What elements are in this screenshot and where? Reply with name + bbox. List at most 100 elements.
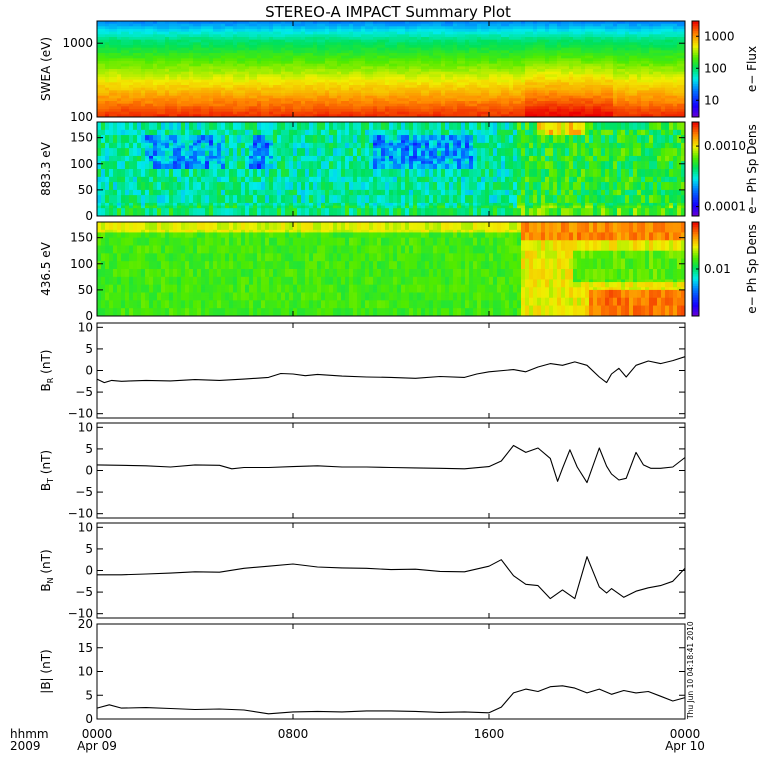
heatmap-cell	[505, 47, 510, 51]
heatmap-cell	[529, 58, 534, 62]
heatmap-cell	[353, 50, 358, 54]
heatmap-cell	[425, 93, 430, 97]
heatmap-cell	[629, 82, 634, 86]
heatmap-cell	[141, 53, 146, 57]
heatmap-cell	[357, 93, 362, 97]
heatmap-cell	[369, 66, 374, 70]
heatmap-cell	[377, 63, 382, 67]
heatmap-cell	[309, 42, 314, 46]
heatmap-cell	[369, 82, 374, 86]
heatmap-cell	[257, 58, 262, 62]
heatmap-cell	[229, 69, 234, 73]
heatmap-cell	[593, 37, 598, 41]
heatmap-cell	[401, 26, 406, 30]
heatmap-cell	[477, 93, 482, 97]
heatmap-cell	[281, 23, 286, 27]
heatmap-cell	[473, 82, 478, 86]
heatmap-cell	[637, 82, 642, 86]
heatmap-cell	[629, 31, 634, 35]
heatmap-cell	[565, 69, 570, 73]
heatmap-cell	[561, 42, 566, 46]
heatmap-cell	[637, 69, 642, 73]
heatmap-cell	[601, 26, 606, 30]
heatmap-cell	[121, 77, 126, 81]
heatmap-cell	[385, 93, 390, 97]
heatmap-cell	[269, 103, 274, 107]
heatmap-cell	[289, 114, 294, 118]
heatmap-cell	[341, 87, 346, 91]
heatmap-cell	[341, 95, 346, 99]
heatmap-cell	[169, 74, 174, 78]
heatmap-cell	[161, 90, 166, 94]
heatmap-cell	[645, 29, 650, 33]
heatmap-cell	[581, 111, 586, 115]
heatmap-cell	[477, 34, 482, 38]
heatmap-cell	[325, 45, 330, 49]
heatmap-cell	[629, 50, 634, 54]
heatmap-cell	[197, 42, 202, 46]
heatmap-cell	[597, 85, 602, 89]
heatmap-cell	[101, 90, 106, 94]
heatmap-cell	[549, 58, 554, 62]
heatmap-cell	[377, 69, 382, 73]
heatmap-cell	[481, 26, 486, 30]
heatmap-cell	[149, 79, 154, 83]
heatmap-cell	[409, 79, 414, 83]
heatmap-cell	[509, 87, 514, 91]
heatmap-cell	[109, 50, 114, 54]
heatmap-cell	[641, 39, 646, 43]
heatmap-cell	[405, 50, 410, 54]
heatmap-cell	[481, 58, 486, 62]
heatmap-cell	[281, 101, 286, 105]
heatmap-cell	[189, 63, 194, 67]
heatmap-cell	[125, 45, 130, 49]
heatmap-cell	[333, 82, 338, 86]
heatmap-cell	[469, 53, 474, 57]
heatmap-cell	[393, 90, 398, 94]
heatmap-cell	[149, 37, 154, 41]
heatmap-cell	[177, 42, 182, 46]
heatmap-cell	[257, 98, 262, 102]
heatmap-cell	[573, 61, 578, 65]
heatmap-cell	[313, 39, 318, 43]
heatmap-cell	[109, 47, 114, 51]
heatmap-cell	[289, 77, 294, 81]
heatmap-cell	[361, 61, 366, 65]
heatmap-cell	[529, 101, 534, 105]
heatmap-cell	[357, 103, 362, 107]
heatmap-cell	[257, 101, 262, 105]
heatmap-cell	[329, 37, 334, 41]
heatmap-cell	[257, 31, 262, 35]
heatmap-cell	[237, 87, 242, 91]
heatmap-cell	[365, 93, 370, 97]
heatmap-cell	[225, 66, 230, 70]
heatmap-cell	[205, 47, 210, 51]
heatmap-cell	[221, 71, 226, 75]
heatmap-cell	[437, 85, 442, 89]
heatmap-cell	[161, 63, 166, 67]
heatmap-cell	[161, 87, 166, 91]
heatmap-cell	[637, 74, 642, 78]
heatmap-cell	[385, 103, 390, 107]
heatmap-cell	[273, 39, 278, 43]
heatmap-cell	[297, 55, 302, 59]
heatmap-cell	[389, 39, 394, 43]
heatmap-cell	[605, 87, 610, 91]
heatmap-cell	[141, 39, 146, 43]
heatmap-cell	[501, 61, 506, 65]
heatmap-cell	[569, 29, 574, 33]
heatmap-cell	[405, 63, 410, 67]
heatmap-cell	[193, 63, 198, 67]
heatmap-cell	[381, 45, 386, 49]
heatmap-cell	[597, 82, 602, 86]
heatmap-cell	[549, 79, 554, 83]
heatmap-cell	[441, 55, 446, 59]
heatmap-cell	[581, 82, 586, 86]
heatmap-cell	[521, 85, 526, 89]
heatmap-cell	[417, 87, 422, 91]
heatmap-cell	[641, 61, 646, 65]
heatmap-cell	[505, 106, 510, 110]
heatmap-cell	[389, 79, 394, 83]
heatmap-cell	[305, 39, 310, 43]
heatmap-cell	[541, 109, 546, 113]
